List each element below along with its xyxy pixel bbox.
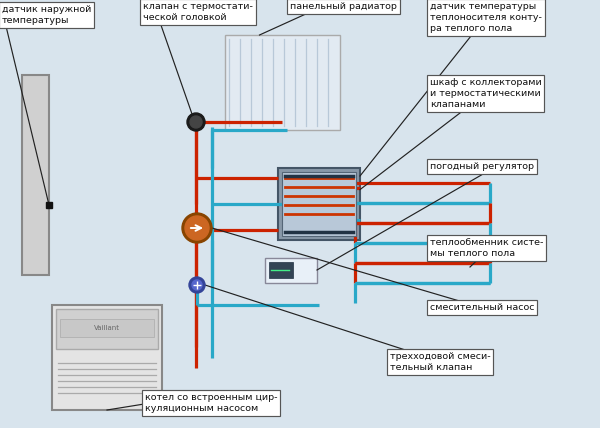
Text: смесительный насос: смесительный насос [430,303,535,312]
Circle shape [187,113,205,131]
Circle shape [189,277,205,293]
Circle shape [182,213,212,243]
FancyBboxPatch shape [60,319,154,337]
Text: погодный регулятор: погодный регулятор [430,162,534,171]
Text: котел со встроенным цир-
куляционным насосом: котел со встроенным цир- куляционным нас… [145,393,277,413]
FancyBboxPatch shape [265,258,317,283]
Text: трехходовой смеси-
тельный клапан: трехходовой смеси- тельный клапан [390,352,491,372]
Text: датчик наружной
температуры: датчик наружной температуры [2,5,91,25]
Text: шкаф с коллекторами
и термостатическими
клапанами: шкаф с коллекторами и термостатическими … [430,78,542,109]
FancyBboxPatch shape [225,35,340,130]
FancyBboxPatch shape [52,305,162,410]
FancyBboxPatch shape [282,172,356,236]
FancyBboxPatch shape [269,262,293,278]
Circle shape [192,280,202,290]
FancyBboxPatch shape [22,75,49,275]
Circle shape [185,216,209,240]
Text: датчик температуры
теплоносителя конту-
ра теплого пола: датчик температуры теплоносителя конту- … [430,2,542,33]
FancyBboxPatch shape [278,168,360,240]
Circle shape [190,116,202,128]
Text: теплообменник систе-
мы теплого пола: теплообменник систе- мы теплого пола [430,238,544,258]
FancyBboxPatch shape [56,309,158,349]
Text: Vaillant: Vaillant [94,325,120,331]
Text: панельный радиатор: панельный радиатор [290,2,397,11]
Text: клапан с термостати-
ческой головкой: клапан с термостати- ческой головкой [143,2,253,22]
